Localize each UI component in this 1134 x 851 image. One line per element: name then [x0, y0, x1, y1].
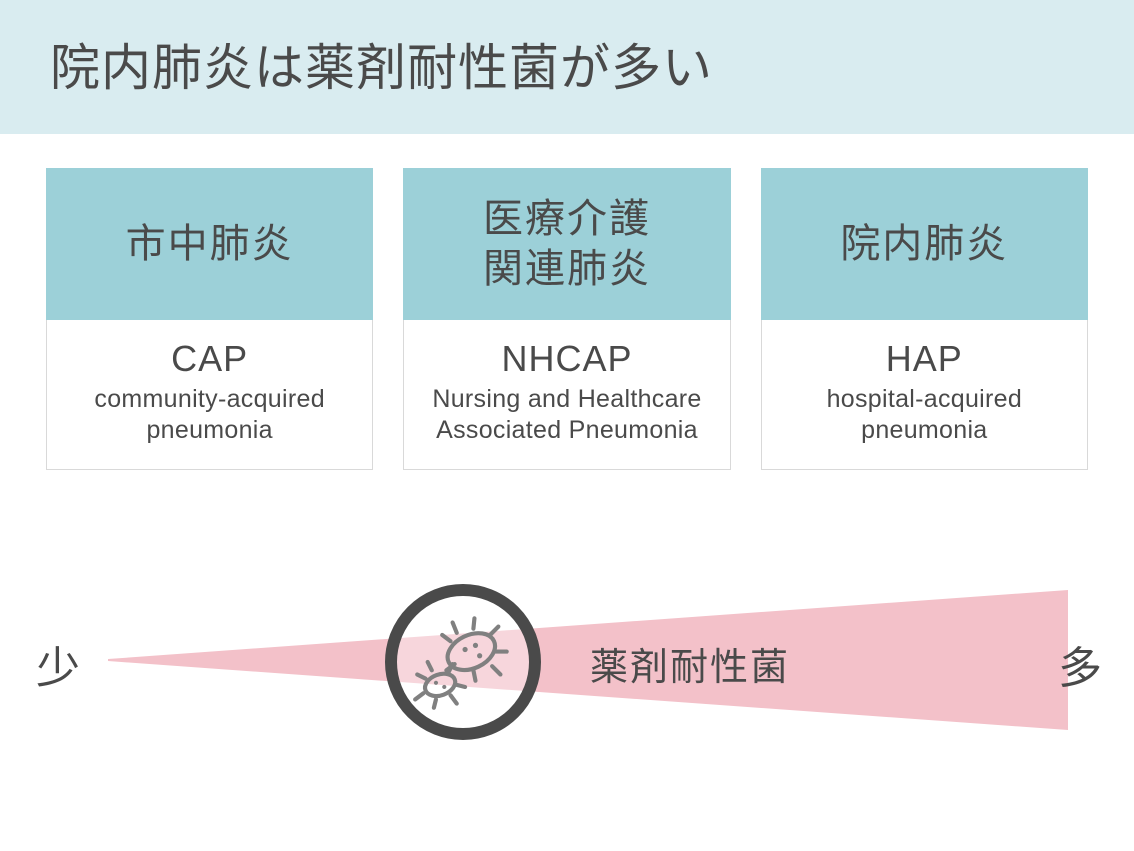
- title-bar: 院内肺炎は薬剤耐性菌が多い: [0, 0, 1134, 134]
- page-title: 院内肺炎は薬剤耐性菌が多い: [50, 28, 1084, 100]
- card-fullname: hospital-acquired pneumonia: [770, 384, 1079, 447]
- card-abbr: CAP: [55, 338, 364, 380]
- card-header: 院内肺炎: [761, 168, 1088, 320]
- card-body: CAP community-acquired pneumonia: [46, 320, 373, 470]
- card-body: HAP hospital-acquired pneumonia: [761, 320, 1088, 470]
- bacteria-icon: [385, 584, 541, 740]
- card-fullname: Nursing and Healthcare Associated Pneumo…: [412, 384, 721, 447]
- resistance-spectrum: 少 薬剤耐性菌 多: [0, 570, 1134, 750]
- card-abbr: NHCAP: [412, 338, 721, 380]
- label-less: 少: [36, 632, 80, 696]
- wedge-shape: [108, 590, 1068, 730]
- card-header: 医療介護関連肺炎: [403, 168, 730, 320]
- card-nhcap: 医療介護関連肺炎 NHCAP Nursing and Healthcare As…: [403, 168, 730, 470]
- card-fullname: community-acquired pneumonia: [55, 384, 364, 447]
- label-more: 多: [1058, 632, 1102, 696]
- card-hap: 院内肺炎 HAP hospital-acquired pneumonia: [761, 168, 1088, 470]
- card-abbr: HAP: [770, 338, 1079, 380]
- label-center: 薬剤耐性菌: [590, 636, 790, 691]
- card-cap: 市中肺炎 CAP community-acquired pneumonia: [46, 168, 373, 470]
- bacteria-ring: [385, 584, 541, 740]
- card-body: NHCAP Nursing and Healthcare Associated …: [403, 320, 730, 470]
- cards-row: 市中肺炎 CAP community-acquired pneumonia 医療…: [0, 134, 1134, 470]
- card-header: 市中肺炎: [46, 168, 373, 320]
- bacteria-glyph: [411, 610, 515, 714]
